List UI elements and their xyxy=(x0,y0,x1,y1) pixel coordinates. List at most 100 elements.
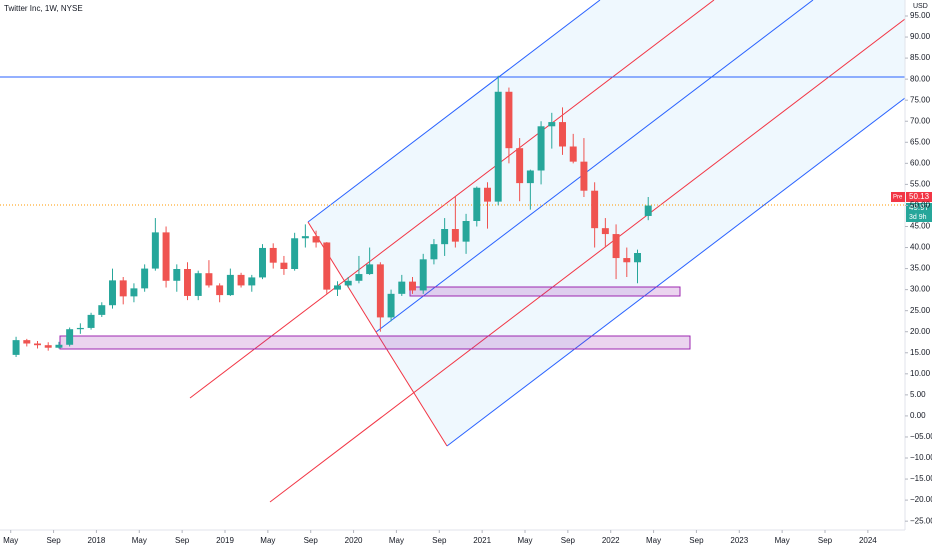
candle-body xyxy=(366,264,374,275)
candle-body xyxy=(623,258,631,263)
pitchfork-line xyxy=(446,97,906,447)
candle-body xyxy=(484,187,491,202)
candle-body xyxy=(569,146,577,162)
candle-body xyxy=(601,228,609,235)
candle-body xyxy=(334,285,341,290)
candle-body xyxy=(494,91,502,202)
candle-body xyxy=(441,229,449,245)
candle-body xyxy=(398,281,406,294)
pitchfork-line xyxy=(307,0,601,223)
last-price-badge xyxy=(906,203,932,222)
candle-body xyxy=(248,277,256,286)
candle-body xyxy=(237,274,245,286)
x-tick-label: Sep xyxy=(689,536,704,545)
candle-body xyxy=(591,190,599,229)
candle-body xyxy=(473,187,481,222)
pre-label: Pre xyxy=(893,195,903,201)
y-tick-label: 15.00 xyxy=(910,348,931,357)
y-tick-label: 70.00 xyxy=(910,116,931,125)
candle-body xyxy=(634,253,641,263)
candle-body xyxy=(612,234,620,259)
y-tick-label: 60.00 xyxy=(910,158,931,167)
x-tick-label: 2023 xyxy=(730,536,748,545)
currency: USD xyxy=(913,3,928,10)
candle-body xyxy=(301,236,309,239)
candle-body xyxy=(387,293,395,318)
candle-body xyxy=(216,285,224,296)
x-tick-label: Sep xyxy=(432,536,447,545)
candle-body xyxy=(559,122,566,147)
candle-body xyxy=(537,126,545,171)
pre-price: 50.13 xyxy=(909,192,930,201)
candle-body xyxy=(376,264,384,318)
pitchfork-line xyxy=(375,331,448,447)
x-tick-label: 2022 xyxy=(602,536,620,545)
candle-body xyxy=(44,345,52,348)
candle-body xyxy=(119,280,127,297)
candle-body xyxy=(151,232,159,269)
chart-title: Twitter Inc, 1W, NYSE xyxy=(4,4,83,13)
y-tick-label: 10.00 xyxy=(910,369,931,378)
x-tick-label: 2018 xyxy=(88,536,106,545)
x-tick-label: Sep xyxy=(561,536,576,545)
y-tick-label: 25.00 xyxy=(910,306,931,315)
y-tick-label: 85.00 xyxy=(910,53,931,62)
candle-body xyxy=(205,273,213,286)
y-tick-label: −20.00 xyxy=(910,495,932,504)
candle-body xyxy=(548,122,556,127)
candle-body xyxy=(312,236,320,243)
candle-body xyxy=(323,242,331,290)
candle-body xyxy=(526,170,534,184)
y-tick-label: 50.00 xyxy=(910,201,931,210)
candle-body xyxy=(98,305,106,315)
y-tick-label: −25.00 xyxy=(910,516,932,525)
y-tick-label: −10.00 xyxy=(910,453,932,462)
candle-body xyxy=(409,281,416,291)
candle-body xyxy=(109,280,116,306)
candle-body xyxy=(451,229,459,242)
candle-body xyxy=(291,238,299,269)
candle-body xyxy=(194,273,202,296)
y-tick-label: 80.00 xyxy=(910,74,931,83)
y-tick-label: 55.00 xyxy=(910,179,931,188)
candle-body xyxy=(66,329,74,345)
x-tick-label: Sep xyxy=(818,536,833,545)
candles xyxy=(12,75,652,357)
y-tick-label: 0.00 xyxy=(910,411,926,420)
candle-body xyxy=(173,268,181,281)
x-tick-label: Sep xyxy=(175,536,190,545)
candle-body xyxy=(355,274,363,281)
x-tick-label: 2021 xyxy=(473,536,491,545)
x-tick-label: May xyxy=(646,536,661,545)
candle-body xyxy=(87,314,95,328)
x-tick-label: 2019 xyxy=(216,536,234,545)
candle-body xyxy=(12,340,20,355)
candle-body xyxy=(344,280,352,286)
x-tick-label: 2020 xyxy=(345,536,363,545)
x-tick-label: May xyxy=(132,536,147,545)
candle-body xyxy=(141,268,149,289)
candle-body xyxy=(162,232,170,281)
y-tick-label: 75.00 xyxy=(910,95,931,104)
y-tick-label: −15.00 xyxy=(910,474,932,483)
candle-body xyxy=(505,91,513,149)
countdown: 3d 9h xyxy=(909,214,927,221)
candle-body xyxy=(184,268,191,296)
x-tick-label: May xyxy=(3,536,18,545)
candle-body xyxy=(55,344,63,348)
candle-body xyxy=(130,288,138,297)
y-tick-label: 65.00 xyxy=(910,137,931,146)
candle-body xyxy=(76,327,84,330)
candle-body xyxy=(259,247,266,278)
x-tick-label: May xyxy=(775,536,790,545)
candle-body xyxy=(226,274,234,296)
pitchfork-fill xyxy=(308,0,905,446)
candle-body xyxy=(580,161,588,191)
x-tick-label: May xyxy=(517,536,532,545)
candle-body xyxy=(430,244,438,260)
y-tick-label: 20.00 xyxy=(910,327,931,336)
pre-badge xyxy=(891,192,905,202)
x-tick-label: Sep xyxy=(304,536,319,545)
candle-body xyxy=(34,343,41,346)
